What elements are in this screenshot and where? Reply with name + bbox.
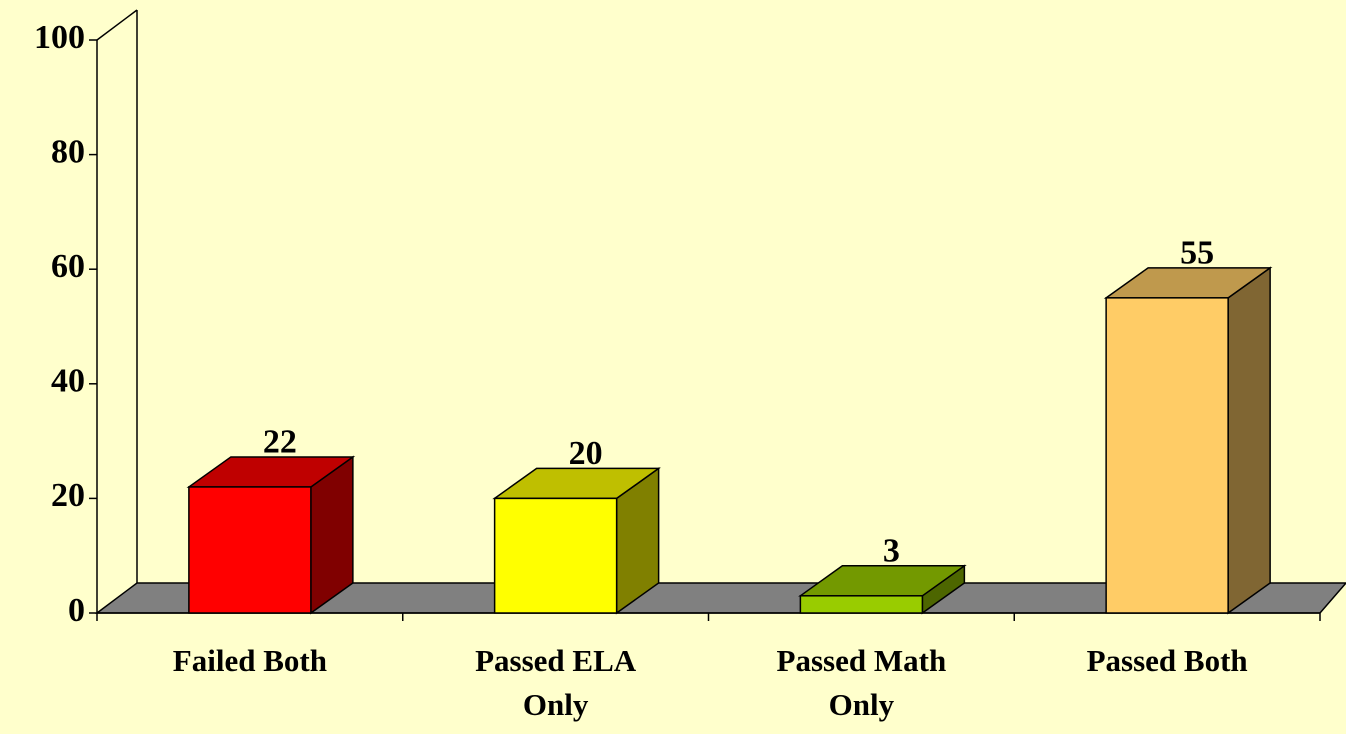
bar (188, 486, 312, 614)
x-tick-label: Failed Both (172, 643, 327, 678)
bar-side (1227, 266, 1271, 615)
value-label: 22 (263, 424, 297, 461)
x-tick-label: Passed Both (1086, 643, 1248, 678)
y-tick-label: 60 (51, 248, 85, 285)
bar (799, 595, 924, 614)
value-label: 20 (569, 435, 603, 472)
x-tick-label: Passed Math Only (776, 643, 947, 722)
bar (493, 497, 618, 614)
y-tick-label: 80 (51, 133, 85, 170)
x-tick-label: Passed ELA Only (475, 643, 637, 722)
y-tick-label: 100 (34, 19, 85, 56)
y-tick-label: 0 (68, 592, 85, 629)
value-label: 55 (1180, 235, 1214, 272)
bar (1105, 297, 1229, 614)
y-tick-label: 20 (51, 477, 85, 514)
y-tick-label: 40 (51, 363, 85, 400)
wall-top-edge (96, 9, 138, 41)
value-label: 3 (883, 533, 900, 570)
